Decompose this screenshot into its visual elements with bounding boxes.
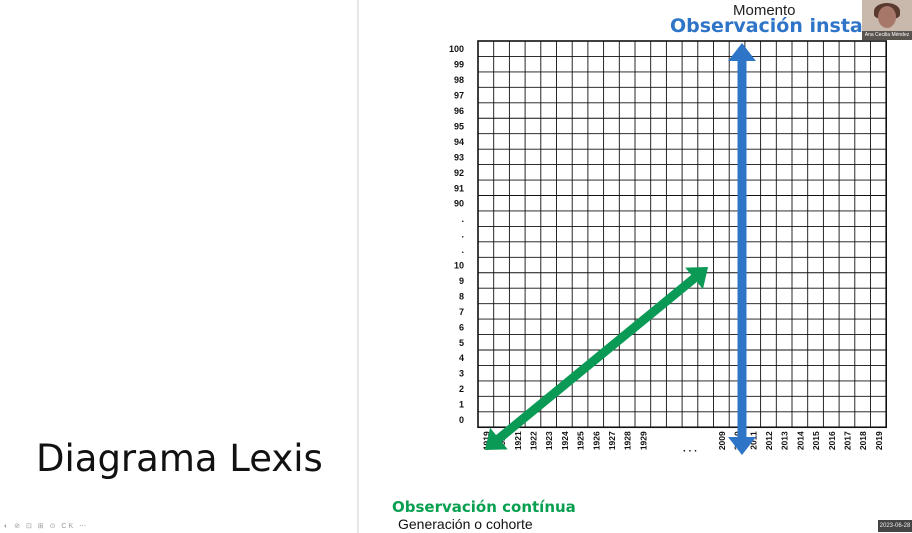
y-tick-label: 7	[459, 307, 464, 317]
x-tick-label: 1924	[560, 431, 570, 450]
participant-face	[878, 6, 896, 28]
slide-left-panel	[0, 0, 357, 533]
y-tick-label: 98	[454, 75, 464, 85]
x-tick-label: 1925	[576, 431, 586, 450]
x-tick-label: . . .	[683, 443, 697, 454]
x-tick-label: 2018	[858, 431, 868, 450]
y-tick-label: 4	[459, 353, 464, 363]
y-tick-label: 5	[459, 338, 464, 348]
instant-arrow	[728, 43, 756, 455]
y-tick-label: .	[461, 230, 464, 240]
y-tick-label: 95	[454, 121, 464, 131]
cohort-arrow	[485, 267, 708, 450]
x-axis-ticks: 1919192019211922192319241925192619271928…	[481, 431, 883, 454]
instant-observation-label: Observación instant	[670, 15, 886, 37]
panel-divider	[357, 0, 359, 533]
arrows	[485, 43, 756, 455]
y-tick-label: 92	[454, 168, 464, 178]
y-tick-label: 93	[454, 152, 464, 162]
instant-arrow-head-start	[728, 43, 756, 61]
cohort-arrow-shaft	[494, 273, 699, 444]
y-tick-label: .	[461, 214, 464, 224]
x-tick-label: 2017	[842, 431, 852, 450]
y-tick-label: 100	[449, 44, 464, 54]
x-tick-label: 1923	[544, 431, 554, 450]
cohort-label: Generación o cohorte	[398, 516, 533, 532]
momento-label: Momento	[733, 2, 796, 19]
x-tick-label: 2014	[795, 431, 805, 450]
participant-name: Ana Cecilia Méndez	[862, 31, 912, 40]
x-tick-label: 2016	[827, 431, 837, 450]
webcam-thumbnail[interactable]: Ana Cecilia Méndez	[862, 0, 912, 40]
x-tick-label: 2009	[717, 431, 727, 450]
y-tick-label: 0	[459, 415, 464, 425]
y-tick-label: 96	[454, 106, 464, 116]
y-tick-label: 3	[459, 369, 464, 379]
x-tick-label: 1928	[623, 431, 633, 450]
x-tick-label: 1926	[591, 431, 601, 450]
date-stamp: 2023-06-28	[878, 520, 912, 532]
cohort-arrow-head-end	[685, 267, 708, 290]
y-tick-label: 10	[454, 261, 464, 271]
y-tick-label: 99	[454, 60, 464, 70]
y-tick-label: 9	[459, 276, 464, 286]
lexis-grid	[477, 40, 888, 429]
y-tick-label: .	[461, 245, 464, 255]
y-tick-label: 94	[454, 137, 464, 147]
y-tick-label: 97	[454, 91, 464, 101]
x-tick-label: 2013	[780, 431, 790, 450]
instant-arrow-head-end	[728, 437, 756, 455]
y-tick-label: 91	[454, 183, 464, 193]
x-tick-label: 2012	[764, 431, 774, 450]
slide-title: Diagrama Lexis	[36, 437, 323, 480]
slide-toolbar[interactable]: ◐ ⊘ ⊡ ⊞ ⊙ CK ⋯	[4, 523, 89, 530]
x-tick-label: 1922	[528, 431, 538, 450]
x-tick-label: 1929	[638, 431, 648, 450]
y-tick-label: 2	[459, 384, 464, 394]
x-tick-label: 1921	[513, 431, 523, 450]
x-tick-label: 2019	[874, 431, 884, 450]
continuous-observation-label: Observación contínua	[392, 498, 576, 516]
y-tick-label: 1	[459, 400, 464, 410]
cohort-arrow-head-start	[485, 427, 508, 450]
y-tick-label: 8	[459, 291, 464, 301]
y-tick-label: 6	[459, 322, 464, 332]
x-tick-label: 1927	[607, 431, 617, 450]
x-tick-label: 1919	[481, 431, 491, 450]
x-tick-label: 2015	[811, 431, 821, 450]
y-tick-label: 90	[454, 199, 464, 209]
